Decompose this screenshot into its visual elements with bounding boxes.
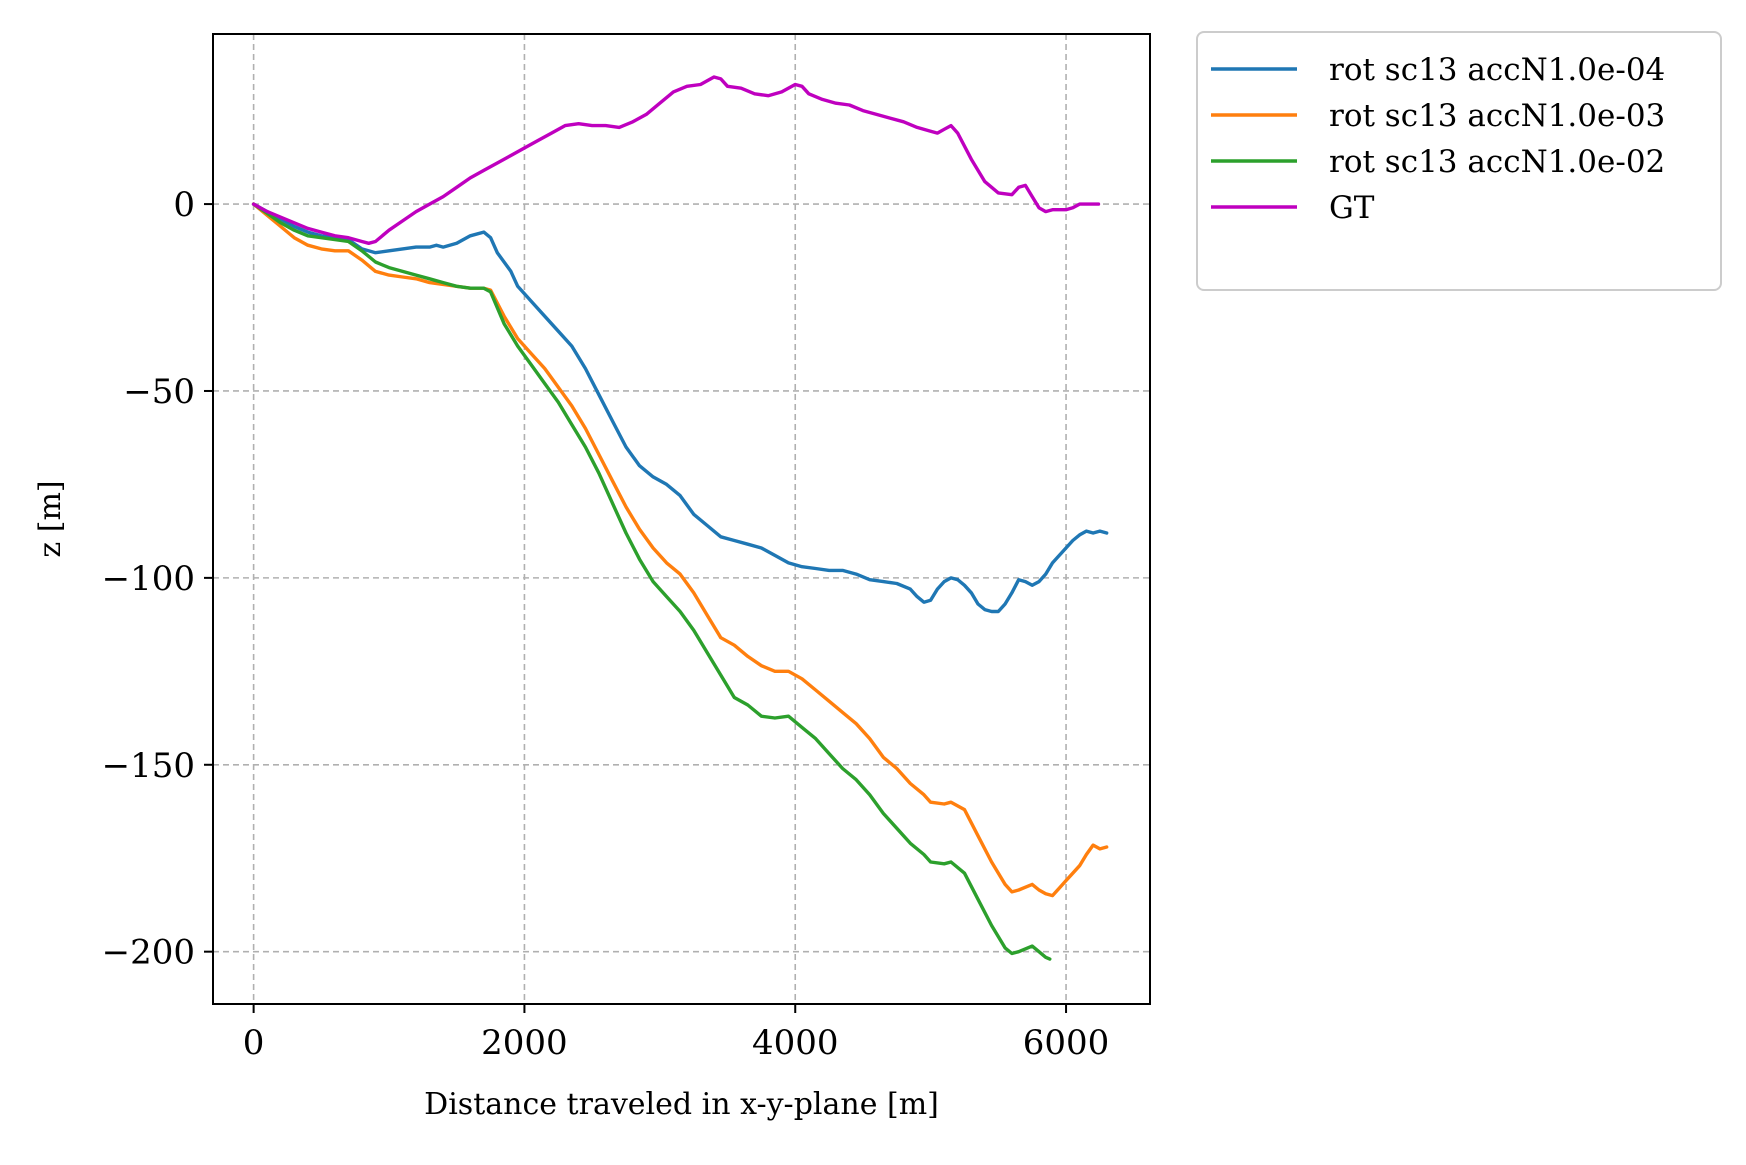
- series-line-2: [251, 202, 1109, 898]
- y-tick-label: −50: [123, 372, 195, 412]
- x-axis-label: Distance traveled in x-y-plane [m]: [424, 1087, 939, 1122]
- series-layer: [251, 75, 1109, 961]
- legend-label: rot sc13 accN1.0e-04: [1329, 52, 1665, 88]
- y-tick-label: −150: [102, 746, 195, 786]
- y-tick-label: −200: [102, 933, 195, 973]
- x-tick-label: 6000: [1023, 1023, 1110, 1063]
- grid-lines: [213, 34, 1150, 1004]
- y-tick-label: 0: [173, 185, 195, 225]
- y-axis-label: z [m]: [33, 480, 68, 557]
- legend: rot sc13 accN1.0e-04 rot sc13 accN1.0e-03…: [1196, 31, 1722, 291]
- series-line-1: [251, 202, 1109, 614]
- series-line-4: [251, 75, 1101, 245]
- plot-frame: [212, 33, 1151, 1005]
- x-tick-label: 4000: [752, 1023, 839, 1063]
- y-tick-label: −100: [102, 559, 195, 599]
- legend-label: rot sc13 accN1.0e-03: [1329, 98, 1665, 134]
- legend-label: GT: [1329, 190, 1375, 226]
- x-tick-label: 0: [243, 1023, 265, 1063]
- legend-box: [1196, 31, 1722, 291]
- series-line-3: [251, 202, 1052, 961]
- legend-label: rot sc13 accN1.0e-02: [1329, 144, 1665, 180]
- x-tick-label: 2000: [481, 1023, 568, 1063]
- axis-ticks: 0 2000 4000 6000 0 −50 −100 −150 −200: [102, 185, 1110, 1063]
